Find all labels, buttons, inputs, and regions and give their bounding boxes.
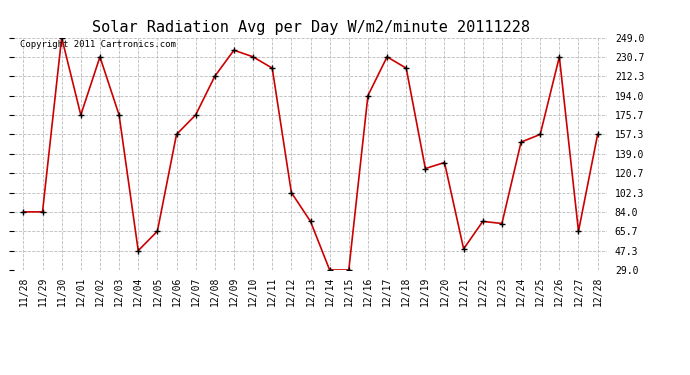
Title: Solar Radiation Avg per Day W/m2/minute 20111228: Solar Radiation Avg per Day W/m2/minute …	[92, 20, 529, 35]
Text: Copyright 2011 Cartronics.com: Copyright 2011 Cartronics.com	[20, 40, 176, 49]
